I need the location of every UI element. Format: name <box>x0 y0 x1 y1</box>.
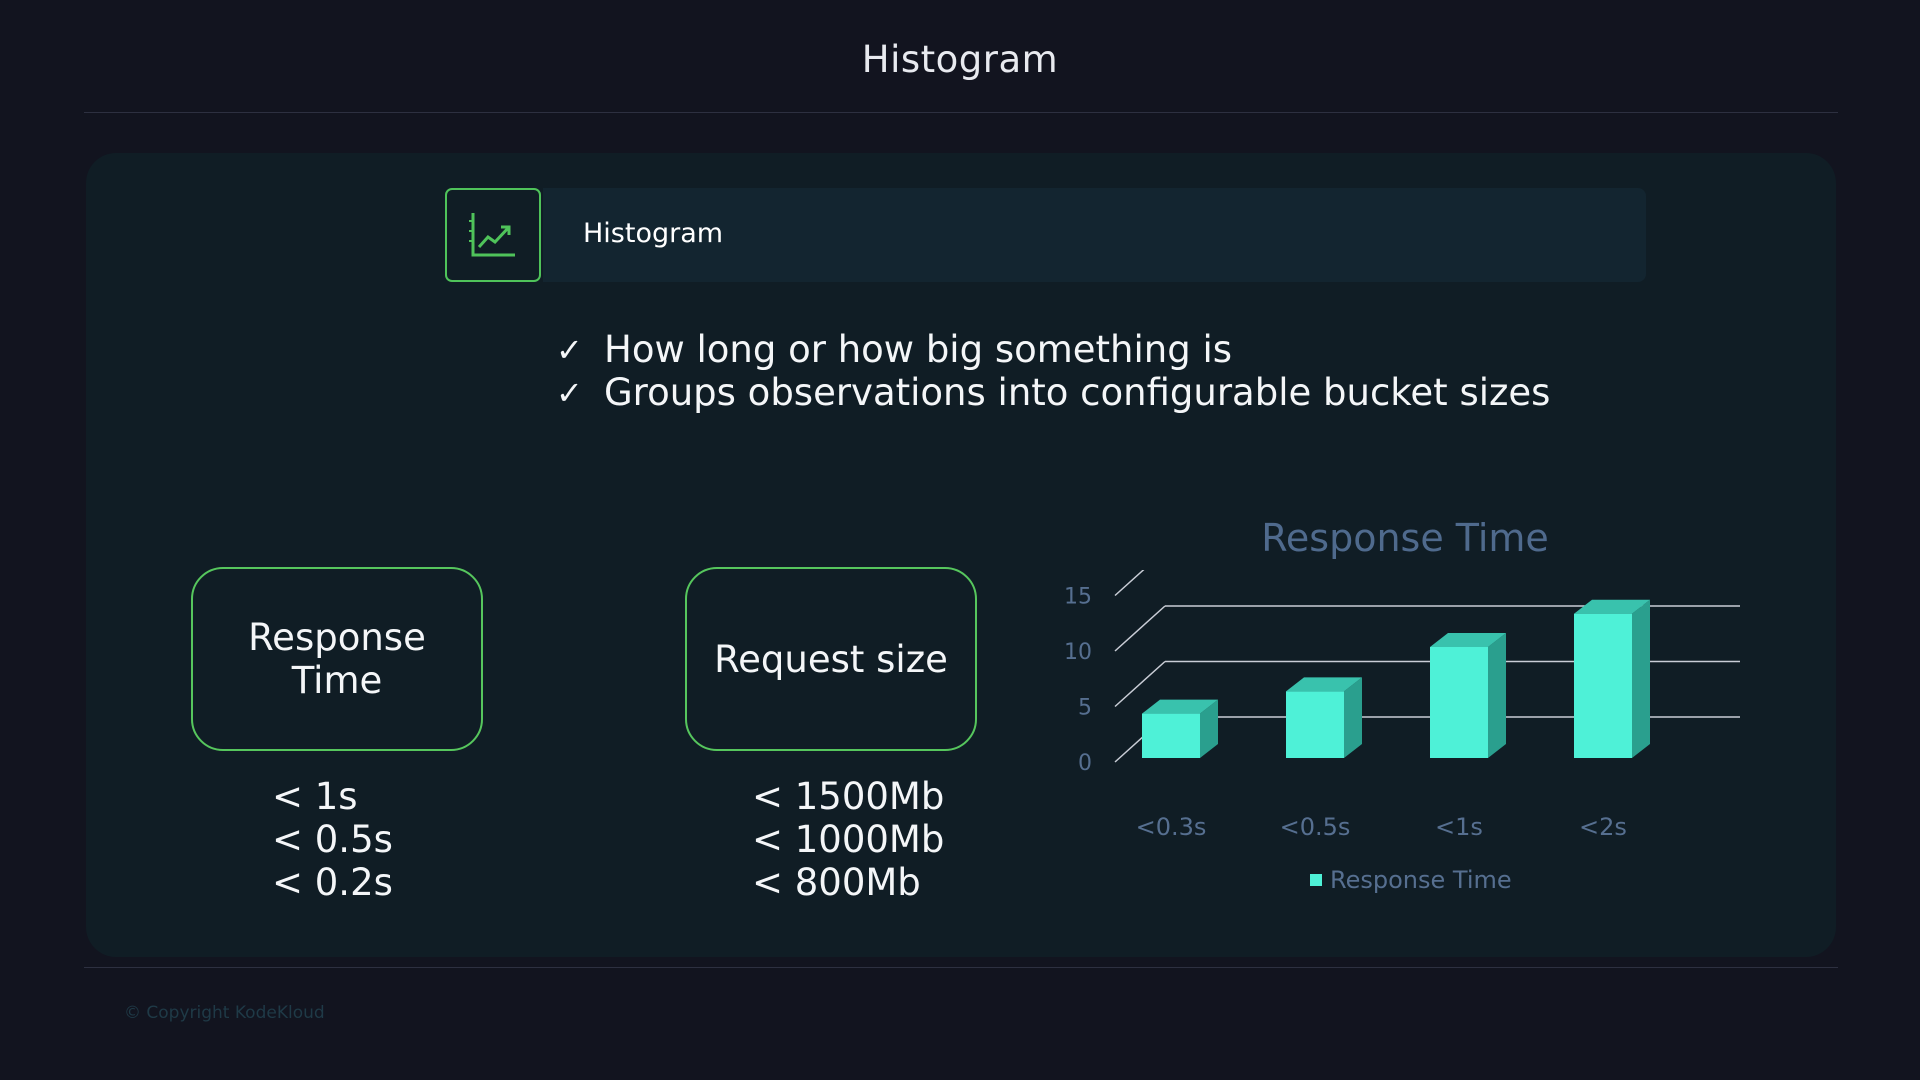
bar <box>1142 713 1200 758</box>
chart-legend: Response Time <box>1310 866 1512 894</box>
response-time-label-line2: Time <box>291 659 383 702</box>
response-time-chart: 0 5 10 15 <0.3s <0.5s <1s <2s <box>1064 570 1740 841</box>
y-tick-label: 0 <box>1078 751 1092 776</box>
y-tick-label: 15 <box>1064 585 1092 610</box>
footer-divider <box>84 967 1838 968</box>
bar-top <box>1430 633 1506 647</box>
gridline-side <box>1114 605 1166 652</box>
bar <box>1574 613 1632 758</box>
request-size-buckets: < 1500Mb < 1000Mb < 800Mb <box>752 775 944 904</box>
bullet-text: How long or how big something is <box>604 328 1233 371</box>
bullet-item: ✓ Groups observations into configurable … <box>556 371 1550 414</box>
bucket-item: < 0.2s <box>272 861 393 904</box>
response-time-box: Response Time <box>191 567 483 751</box>
gridline-side <box>1114 570 1145 597</box>
bar-top <box>1574 599 1650 614</box>
y-tick-label: 5 <box>1078 696 1092 721</box>
header-bar <box>543 188 1646 282</box>
response-time-buckets: < 1s < 0.5s < 0.2s <box>272 775 393 904</box>
bar-side <box>1344 677 1362 758</box>
bucket-item: < 1000Mb <box>752 818 945 861</box>
content-panel <box>86 153 1836 957</box>
checkmark-icon: ✓ <box>556 373 583 412</box>
legend-swatch <box>1310 874 1322 886</box>
title-divider <box>84 112 1838 113</box>
bucket-item: < 1500Mb <box>752 775 945 818</box>
legend-label: Response Time <box>1330 866 1512 894</box>
page-title: Histogram <box>861 38 1059 81</box>
response-time-label-line1: Response <box>248 616 426 659</box>
request-size-label: Request size <box>714 637 948 681</box>
gridline-side <box>1114 660 1166 708</box>
bullet-text: Groups observations into configurable bu… <box>604 371 1551 414</box>
bullet-list: ✓ How long or how big something is ✓ Gro… <box>556 328 1550 414</box>
bucket-item: < 0.5s <box>272 818 393 861</box>
checkmark-icon: ✓ <box>556 330 583 369</box>
bar-side <box>1488 633 1506 758</box>
bucket-item: < 800Mb <box>752 861 921 904</box>
bar-side <box>1632 599 1650 758</box>
bucket-item: < 1s <box>272 775 358 818</box>
y-tick-label: 10 <box>1064 640 1092 665</box>
header-label: Histogram <box>583 218 724 249</box>
x-tick-label: <0.3s <box>1136 813 1207 841</box>
bar <box>1430 647 1488 758</box>
bar-top <box>1286 677 1362 692</box>
bar-top <box>1142 699 1218 714</box>
bar-side <box>1200 699 1218 758</box>
x-tick-label: <0.5s <box>1280 813 1351 841</box>
request-size-box: Request size <box>685 567 977 751</box>
chart-title: Response Time <box>1261 516 1549 560</box>
chart-trend-icon <box>445 188 541 282</box>
bar <box>1286 691 1344 758</box>
copyright-text: © Copyright KodeKloud <box>124 1003 325 1023</box>
x-tick-label: <1s <box>1435 813 1483 841</box>
x-tick-label: <2s <box>1579 813 1627 841</box>
bullet-item: ✓ How long or how big something is <box>556 328 1550 371</box>
